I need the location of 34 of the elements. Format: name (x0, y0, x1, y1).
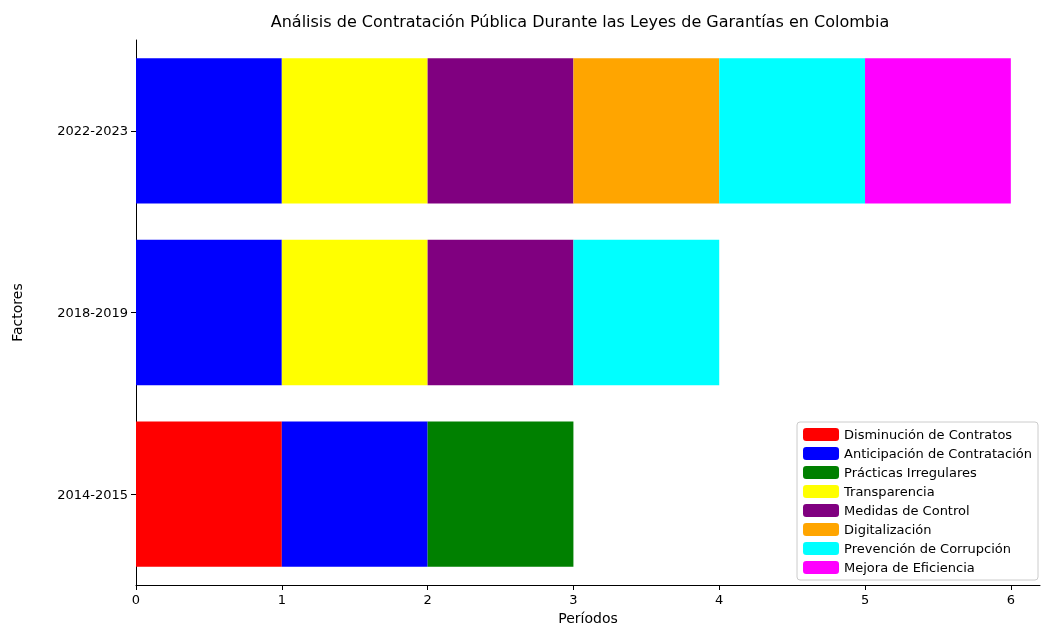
legend-label: Prácticas Irregulares (844, 465, 977, 480)
x-tick-label: 3 (569, 592, 578, 607)
bar (281, 421, 428, 567)
bar (136, 421, 282, 567)
legend-label: Prevención de Corrupción (844, 541, 1012, 556)
bar (719, 58, 866, 204)
x-tick-label: 1 (277, 592, 286, 607)
x-axis-title: Períodos (558, 609, 618, 626)
y-axis-title: Factores (9, 283, 25, 342)
x-tick-label: 5 (860, 592, 870, 607)
y-tick-label: 2014-2015 (57, 486, 128, 502)
legend-label: Anticipación de Contratación (844, 446, 1032, 461)
legend-label: Mejora de Eficiencia (844, 560, 975, 575)
bar (865, 58, 1011, 204)
x-tick-label: 2 (423, 592, 432, 607)
bar (136, 58, 282, 204)
bar (573, 58, 720, 204)
legend-label: Transparencia (843, 484, 935, 499)
bar (281, 239, 428, 386)
legend-label: Digitalización (844, 522, 932, 537)
bar (427, 421, 574, 567)
bar (427, 58, 574, 204)
bar (573, 239, 720, 386)
x-tick-label: 0 (131, 592, 141, 607)
x-tick-label: 6 (1006, 592, 1015, 607)
bar (136, 239, 282, 386)
legend-label: Medidas de Control (844, 503, 970, 518)
y-tick-label: 2022-2023 (57, 123, 128, 139)
bar (281, 58, 428, 204)
y-tick-label: 2018-2019 (57, 305, 128, 320)
legend-label: Disminución de Contratos (844, 427, 1013, 442)
x-tick-label: 4 (715, 592, 724, 607)
bar (427, 239, 574, 386)
chart-title: Análisis de Contratación Pública Durante las Leyes de Garantías en Colombia (270, 11, 890, 31)
